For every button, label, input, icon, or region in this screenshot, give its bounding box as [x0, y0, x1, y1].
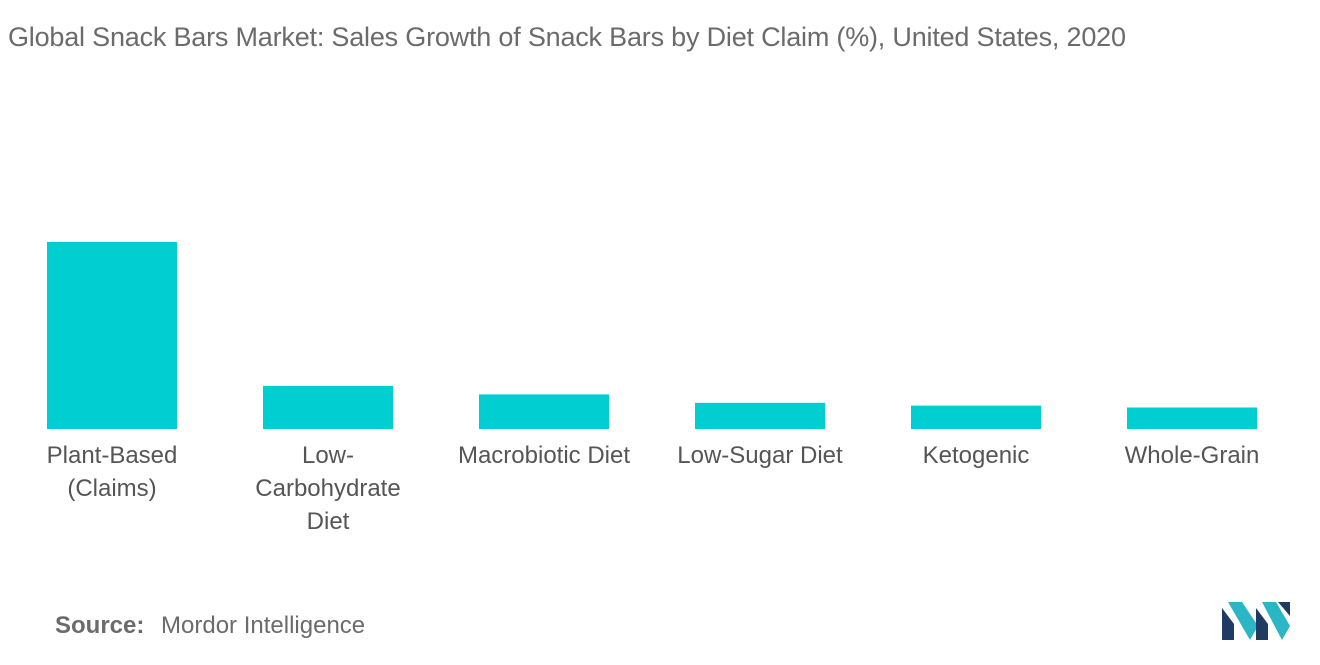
- category-label-line: Low-Sugar Diet: [677, 442, 843, 469]
- bar-chart: Plant-Based (Claims) Low- Carbohydrate Diet M…: [47, 242, 1260, 535]
- bar-5: [1127, 407, 1257, 429]
- bars-group: [47, 242, 1257, 429]
- category-label-line: Plant-Based: [47, 442, 178, 469]
- category-label-line: Diet: [307, 508, 350, 535]
- bar-2: [479, 394, 609, 429]
- category-label-line: Low-: [302, 442, 354, 469]
- category-label-4: Ketogenic: [923, 442, 1030, 469]
- category-label-line: (Claims): [67, 475, 156, 502]
- category-label-0: Plant-Based (Claims): [47, 442, 178, 502]
- chart-title: Global Snack Bars Market: Sales Growth o…: [8, 22, 1126, 52]
- category-label-5: Whole-Grain: [1125, 442, 1260, 469]
- source-value: Mordor Intelligence: [161, 612, 366, 639]
- category-label-line: Carbohydrate: [255, 475, 400, 502]
- category-label-line: Macrobiotic Diet: [458, 442, 630, 469]
- bar-3: [695, 402, 825, 429]
- mordor-intelligence-logo-icon: [1222, 602, 1290, 640]
- category-label-2: Macrobiotic Diet: [458, 442, 630, 469]
- bar-4: [911, 405, 1041, 429]
- category-label-1: Low- Carbohydrate Diet: [255, 442, 400, 535]
- category-labels-group: Plant-Based (Claims) Low- Carbohydrate Diet M…: [47, 442, 1260, 535]
- source-note: Source: Mordor Intelligence: [55, 612, 365, 640]
- source-key: Source:: [55, 612, 145, 639]
- category-label-line: Whole-Grain: [1125, 442, 1260, 469]
- category-label-3: Low-Sugar Diet: [677, 442, 843, 469]
- bar-1: [263, 385, 393, 429]
- bar-0: [47, 242, 177, 429]
- category-label-line: Ketogenic: [923, 442, 1030, 469]
